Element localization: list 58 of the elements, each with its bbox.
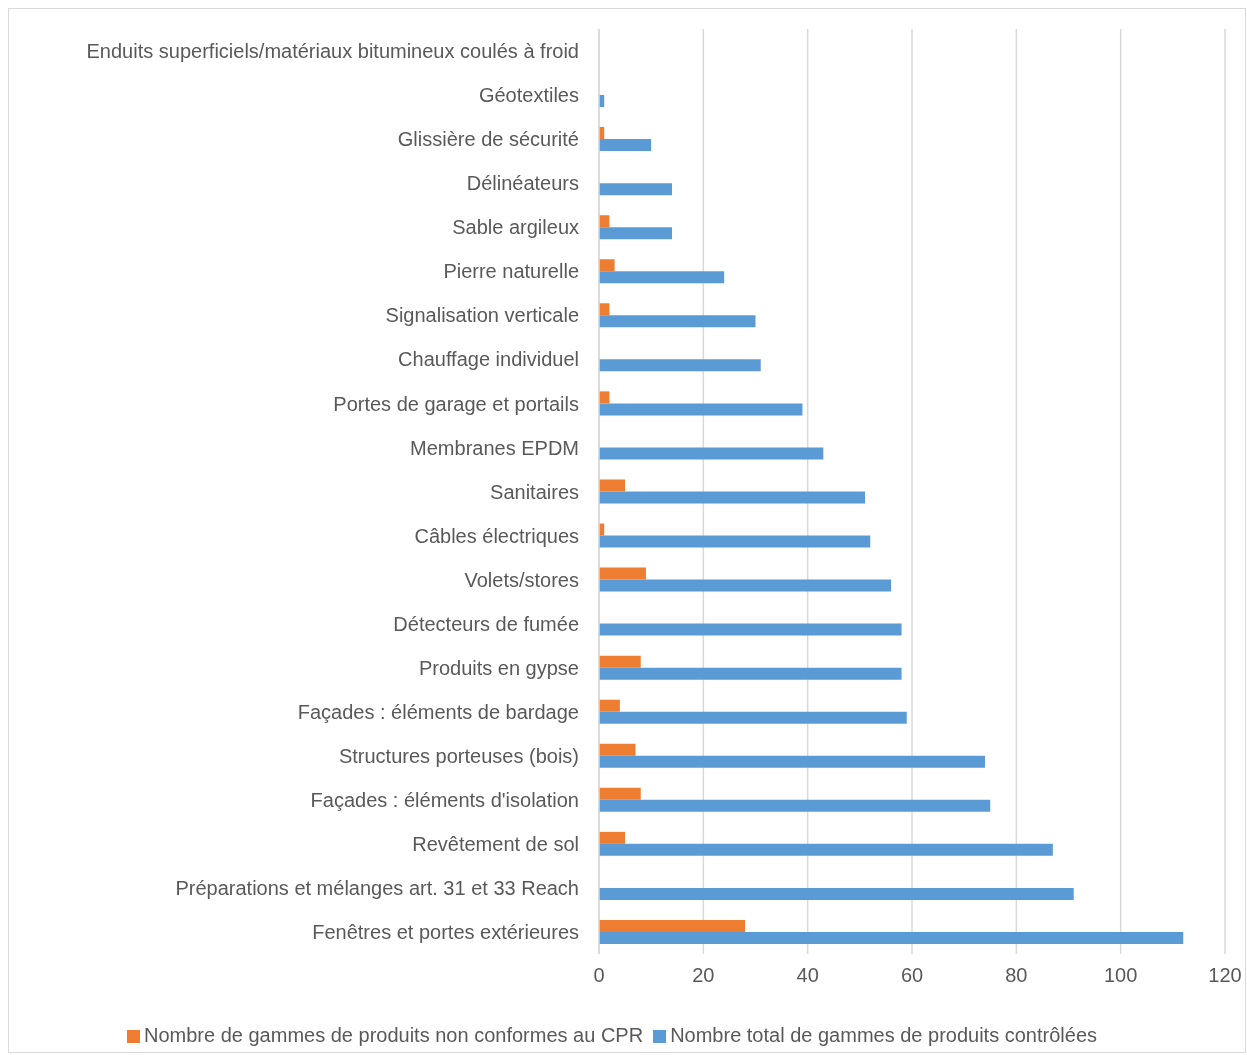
y-tick-label: Préparations et mélanges art. 31 et 33 Reach	[175, 877, 579, 900]
y-tick-label: Glissière de sécurité	[397, 128, 579, 151]
y-tick-label: Détecteurs de fumée	[393, 612, 579, 635]
y-tick-label: Câbles électriques	[414, 524, 579, 547]
y-tick-label: Revêtement de sol	[412, 832, 579, 855]
legend-label: Nombre de gammes de produits non conformes au CPR	[143, 1024, 644, 1046]
y-tick-label: Produits en gypse	[418, 656, 579, 679]
y-tick-label: Chauffage individuel	[398, 348, 579, 371]
bar	[599, 579, 892, 592]
bar	[599, 699, 620, 712]
x-tick-label: 120	[1208, 964, 1242, 987]
bar	[599, 227, 673, 240]
y-tick-label: Géotextiles	[478, 84, 579, 107]
x-tick-label: 0	[593, 964, 605, 987]
y-tick-label: Enduits superficiels/matériaux bitumineux coulés à froid	[86, 40, 579, 63]
bar	[599, 491, 866, 504]
y-tick-label: Façades : éléments de bardage	[297, 700, 579, 723]
bar	[599, 919, 746, 932]
bar	[599, 667, 902, 680]
y-tick-label: Sable argileux	[452, 216, 579, 239]
bar	[599, 315, 756, 328]
bar	[599, 535, 871, 548]
legend-label: Nombre total de gammes de produits contrôlées	[670, 1024, 1098, 1046]
bar	[599, 831, 626, 844]
bar	[599, 479, 626, 492]
bar	[599, 787, 641, 800]
y-tick-label: Pierre naturelle	[443, 260, 579, 283]
y-tick-label: Portes de garage et portails	[333, 392, 579, 415]
y-tick-label: Signalisation verticale	[385, 304, 579, 327]
bar	[599, 567, 646, 580]
x-tick-label: 20	[692, 964, 715, 987]
bar	[599, 183, 673, 196]
bar	[599, 271, 725, 284]
bar	[599, 655, 641, 668]
bar	[599, 359, 761, 372]
bar	[599, 623, 902, 636]
bar	[599, 887, 1074, 900]
bar	[599, 931, 1184, 944]
bar	[599, 403, 803, 416]
bar	[599, 799, 991, 812]
y-tick-label: Membranes EPDM	[410, 436, 579, 459]
x-tick-label: 40	[796, 964, 819, 987]
bar	[599, 843, 1053, 856]
y-tick-label: Sanitaires	[490, 480, 579, 503]
bar	[599, 139, 652, 152]
bar	[599, 259, 615, 272]
bar	[599, 447, 824, 460]
y-tick-label: Délinéateurs	[466, 172, 579, 195]
y-tick-label: Volets/stores	[464, 568, 579, 591]
x-tick-label: 60	[900, 964, 924, 987]
bar	[599, 711, 907, 724]
y-tick-label: Fenêtres et portes extérieures	[312, 921, 579, 944]
bar	[599, 755, 986, 768]
y-tick-label: Façades : éléments d'isolation	[310, 788, 579, 811]
bar	[599, 743, 636, 756]
x-tick-label: 80	[1005, 964, 1028, 987]
x-tick-label: 100	[1103, 964, 1138, 987]
y-tick-label: Structures porteuses (bois)	[338, 744, 579, 767]
